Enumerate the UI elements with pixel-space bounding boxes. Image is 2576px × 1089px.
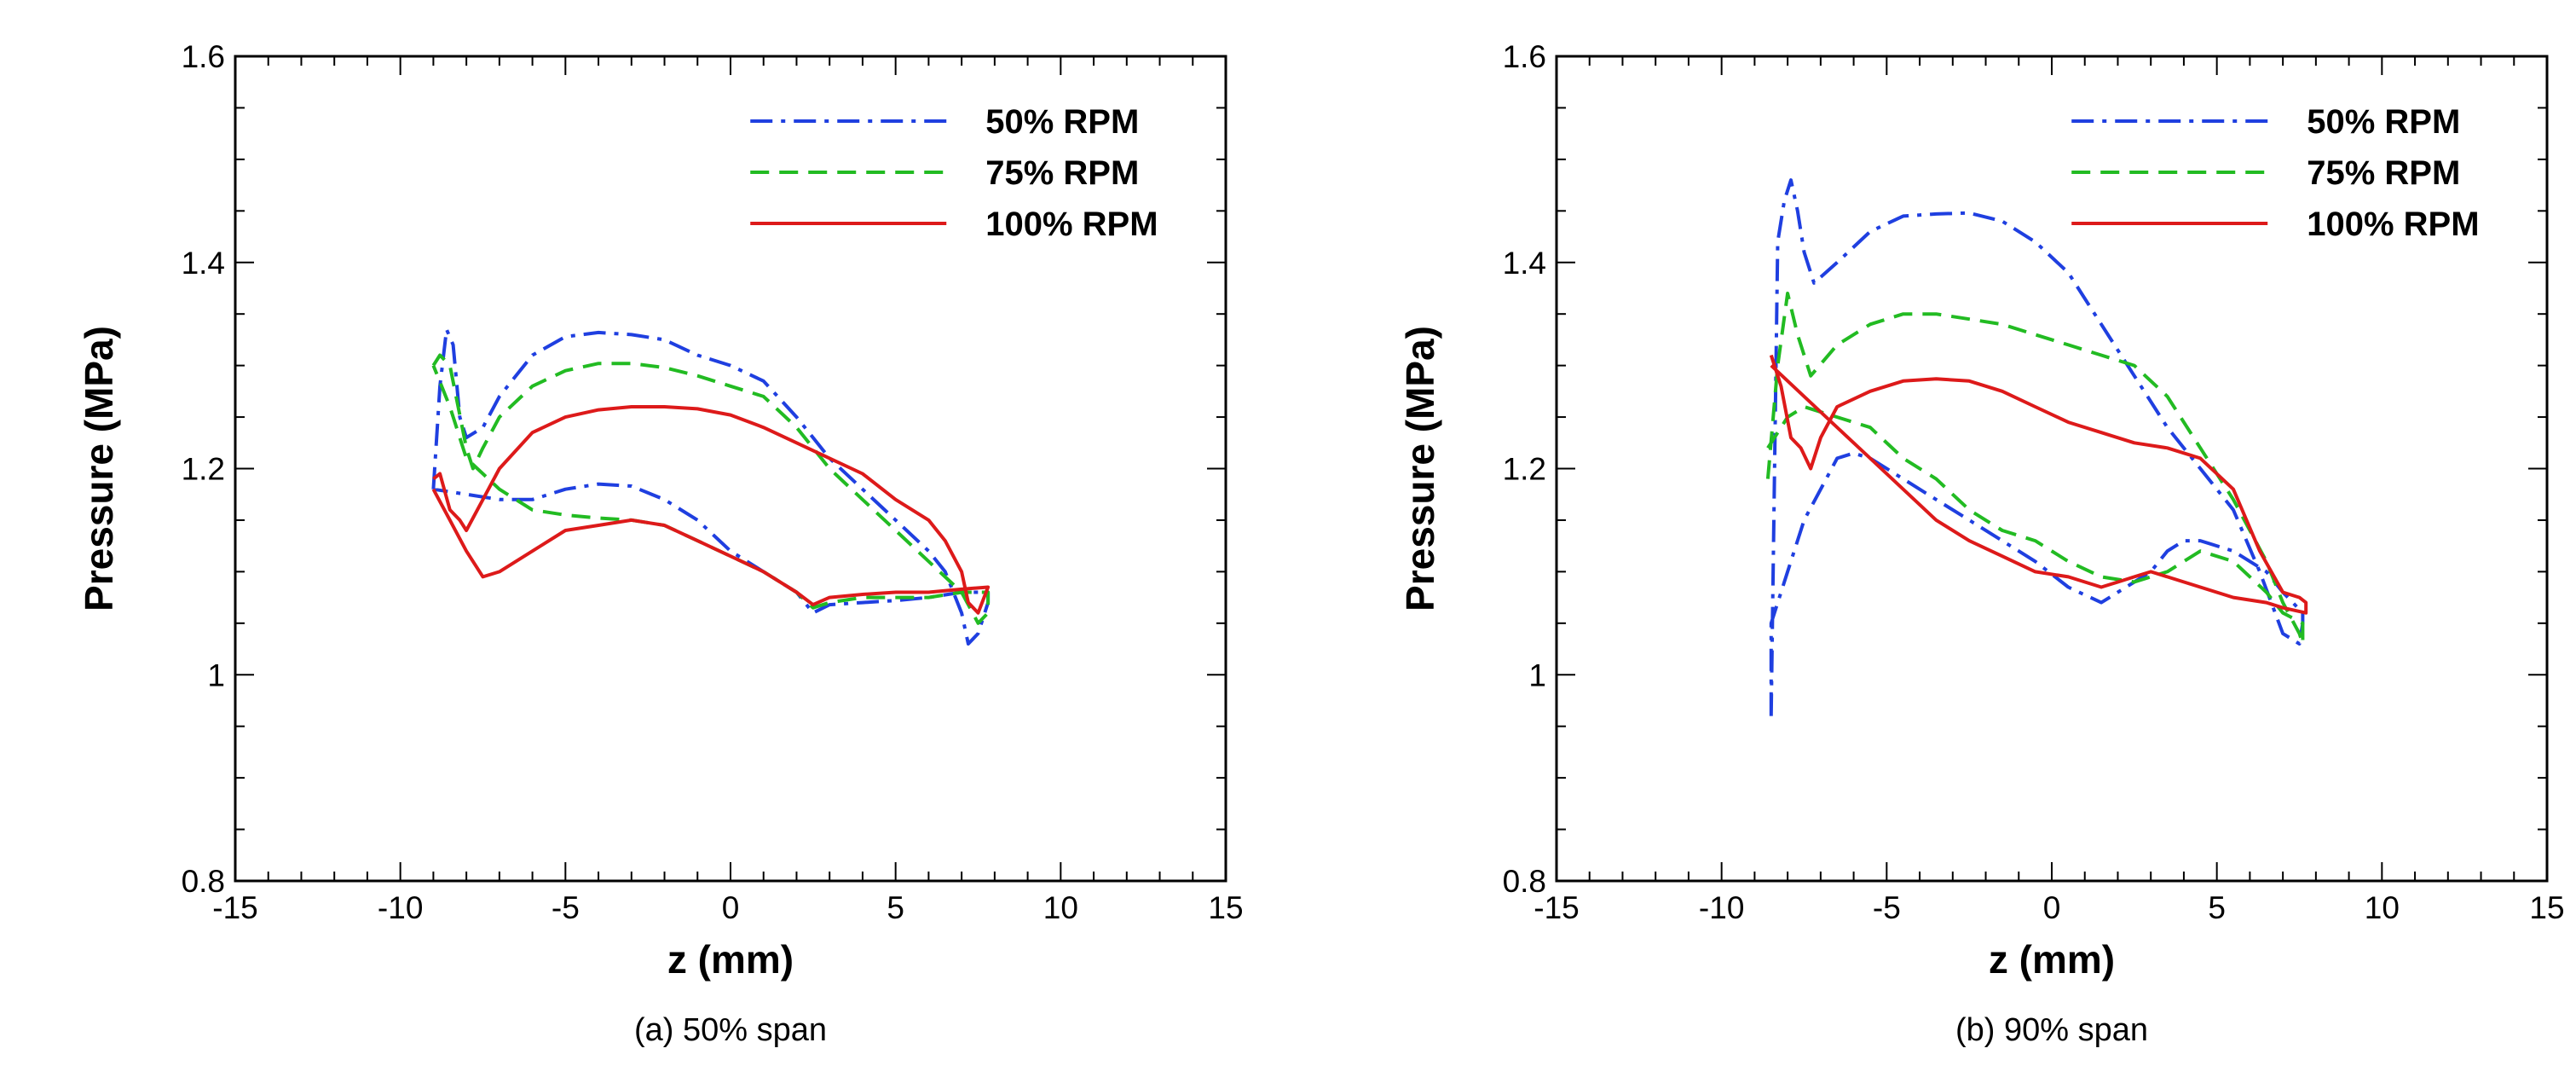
chart-panel-a: -15 -10 -5 0 5 10 15 0.8 1 1.2 1.4 1.6 z (mm) Pressur… <box>77 39 1244 1048</box>
series-line-100-rpm <box>1769 354 2308 615</box>
legend-label: 75% RPM <box>985 154 1139 192</box>
series-line-75-rpm <box>1765 292 2305 646</box>
series-line-50-rpm <box>1769 178 2305 716</box>
legend-label: 50% RPM <box>2307 103 2460 141</box>
x-tick-label: 0 <box>722 890 740 925</box>
x-tick-label: -5 <box>1873 890 1901 925</box>
x-tick-label: 15 <box>1208 890 1243 925</box>
y-tick-label: 1.4 <box>1503 246 1546 281</box>
x-tick-label: 5 <box>2208 890 2226 925</box>
x-tick-label: 0 <box>2043 890 2061 925</box>
legend-label: 100% RPM <box>985 206 1158 243</box>
x-tick-label: -5 <box>552 890 580 925</box>
y-tick-label: 1.6 <box>1503 39 1546 74</box>
y-axis-title: Pressure (MPa) <box>77 326 121 611</box>
x-tick-label: -10 <box>1699 890 1744 925</box>
y-tick-label: 0.8 <box>1503 864 1546 899</box>
x-tick-label: 10 <box>2365 890 2400 925</box>
chart-panel-b: -15 -10 -5 0 5 10 15 0.8 1 1.2 1.4 1.6 z (mm) Pressur… <box>1398 39 2565 1048</box>
x-tick-label: -15 <box>212 890 257 925</box>
series-line-50-rpm <box>431 327 991 646</box>
y-tick-label: 1.6 <box>182 39 225 74</box>
chart-caption: (b) 90% span <box>1955 1012 2148 1048</box>
x-tick-label: 5 <box>887 890 904 925</box>
y-tick-label: 1.2 <box>182 452 225 487</box>
y-tick-label: 1.2 <box>1503 452 1546 487</box>
x-tick-label: -15 <box>1533 890 1579 925</box>
y-axis-title: Pressure (MPa) <box>1398 326 1442 611</box>
legend-label: 100% RPM <box>2307 206 2479 243</box>
x-tick-label: 10 <box>1043 890 1078 925</box>
chart-caption: (a) 50% span <box>634 1012 827 1048</box>
x-tick-label: 15 <box>2529 890 2564 925</box>
series-line-100-rpm <box>431 405 991 615</box>
x-axis-title: z (mm) <box>667 937 794 982</box>
series-line-75-rpm <box>431 353 991 625</box>
y-tick-label: 1.4 <box>182 246 225 281</box>
y-tick-label: 1 <box>207 657 225 692</box>
y-tick-label: 1 <box>1528 657 1546 692</box>
y-tick-label: 0.8 <box>182 864 225 899</box>
x-axis-title: z (mm) <box>1989 937 2115 982</box>
legend-label: 50% RPM <box>985 103 1139 141</box>
legend-label: 75% RPM <box>2307 154 2460 192</box>
x-tick-label: -10 <box>378 890 423 925</box>
